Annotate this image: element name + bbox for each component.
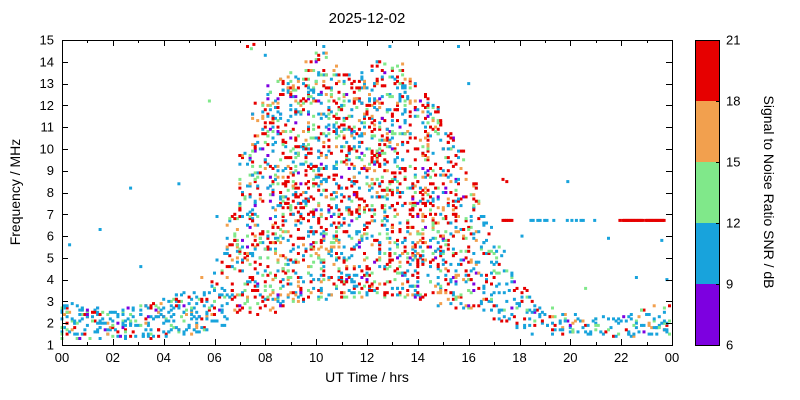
colorbar-label: Signal to Noise Ratio SNR / dB — [761, 95, 777, 289]
svg-text:00: 00 — [55, 350, 69, 365]
svg-text:3: 3 — [47, 294, 54, 309]
svg-text:7: 7 — [47, 207, 54, 222]
svg-text:12: 12 — [726, 216, 740, 231]
svg-text:14: 14 — [411, 350, 425, 365]
colorbar-tick-labels: 6 9 12 15 18 21 — [726, 33, 740, 353]
svg-text:04: 04 — [156, 350, 170, 365]
colorbar — [695, 40, 720, 346]
svg-text:9: 9 — [726, 277, 733, 292]
svg-text:13: 13 — [40, 76, 54, 91]
svg-text:18: 18 — [726, 94, 740, 109]
svg-text:15: 15 — [40, 33, 54, 48]
svg-text:4: 4 — [47, 272, 54, 287]
svg-text:12: 12 — [40, 98, 54, 113]
svg-text:20: 20 — [563, 350, 577, 365]
svg-text:10: 10 — [309, 350, 323, 365]
svg-text:18: 18 — [512, 350, 526, 365]
svg-text:08: 08 — [258, 350, 272, 365]
svg-text:14: 14 — [40, 54, 54, 69]
chart-title: 2025-12-02 — [328, 10, 406, 27]
svg-text:8: 8 — [47, 185, 54, 200]
svg-text:5: 5 — [47, 250, 54, 265]
svg-text:06: 06 — [207, 350, 221, 365]
svg-text:12: 12 — [360, 350, 374, 365]
svg-text:15: 15 — [726, 155, 740, 170]
axis-ticks — [62, 40, 673, 346]
svg-text:02: 02 — [106, 350, 120, 365]
y-axis-label: Frequency / MHz — [7, 138, 23, 246]
svg-text:10: 10 — [40, 141, 54, 156]
svg-text:6: 6 — [726, 338, 733, 353]
svg-text:00: 00 — [665, 350, 679, 365]
svg-text:22: 22 — [614, 350, 628, 365]
x-tick-labels: 00 02 04 06 08 10 12 14 16 18 20 22 00 — [55, 350, 679, 365]
x-axis-label: UT Time / hrs — [325, 369, 409, 385]
svg-text:9: 9 — [47, 163, 54, 178]
svg-text:1: 1 — [47, 338, 54, 353]
svg-text:21: 21 — [726, 33, 740, 48]
plot-border — [62, 40, 673, 346]
svg-text:2: 2 — [47, 316, 54, 331]
svg-text:11: 11 — [41, 120, 55, 135]
data-points — [60, 42, 671, 340]
svg-text:16: 16 — [461, 350, 475, 365]
svg-text:6: 6 — [47, 229, 54, 244]
